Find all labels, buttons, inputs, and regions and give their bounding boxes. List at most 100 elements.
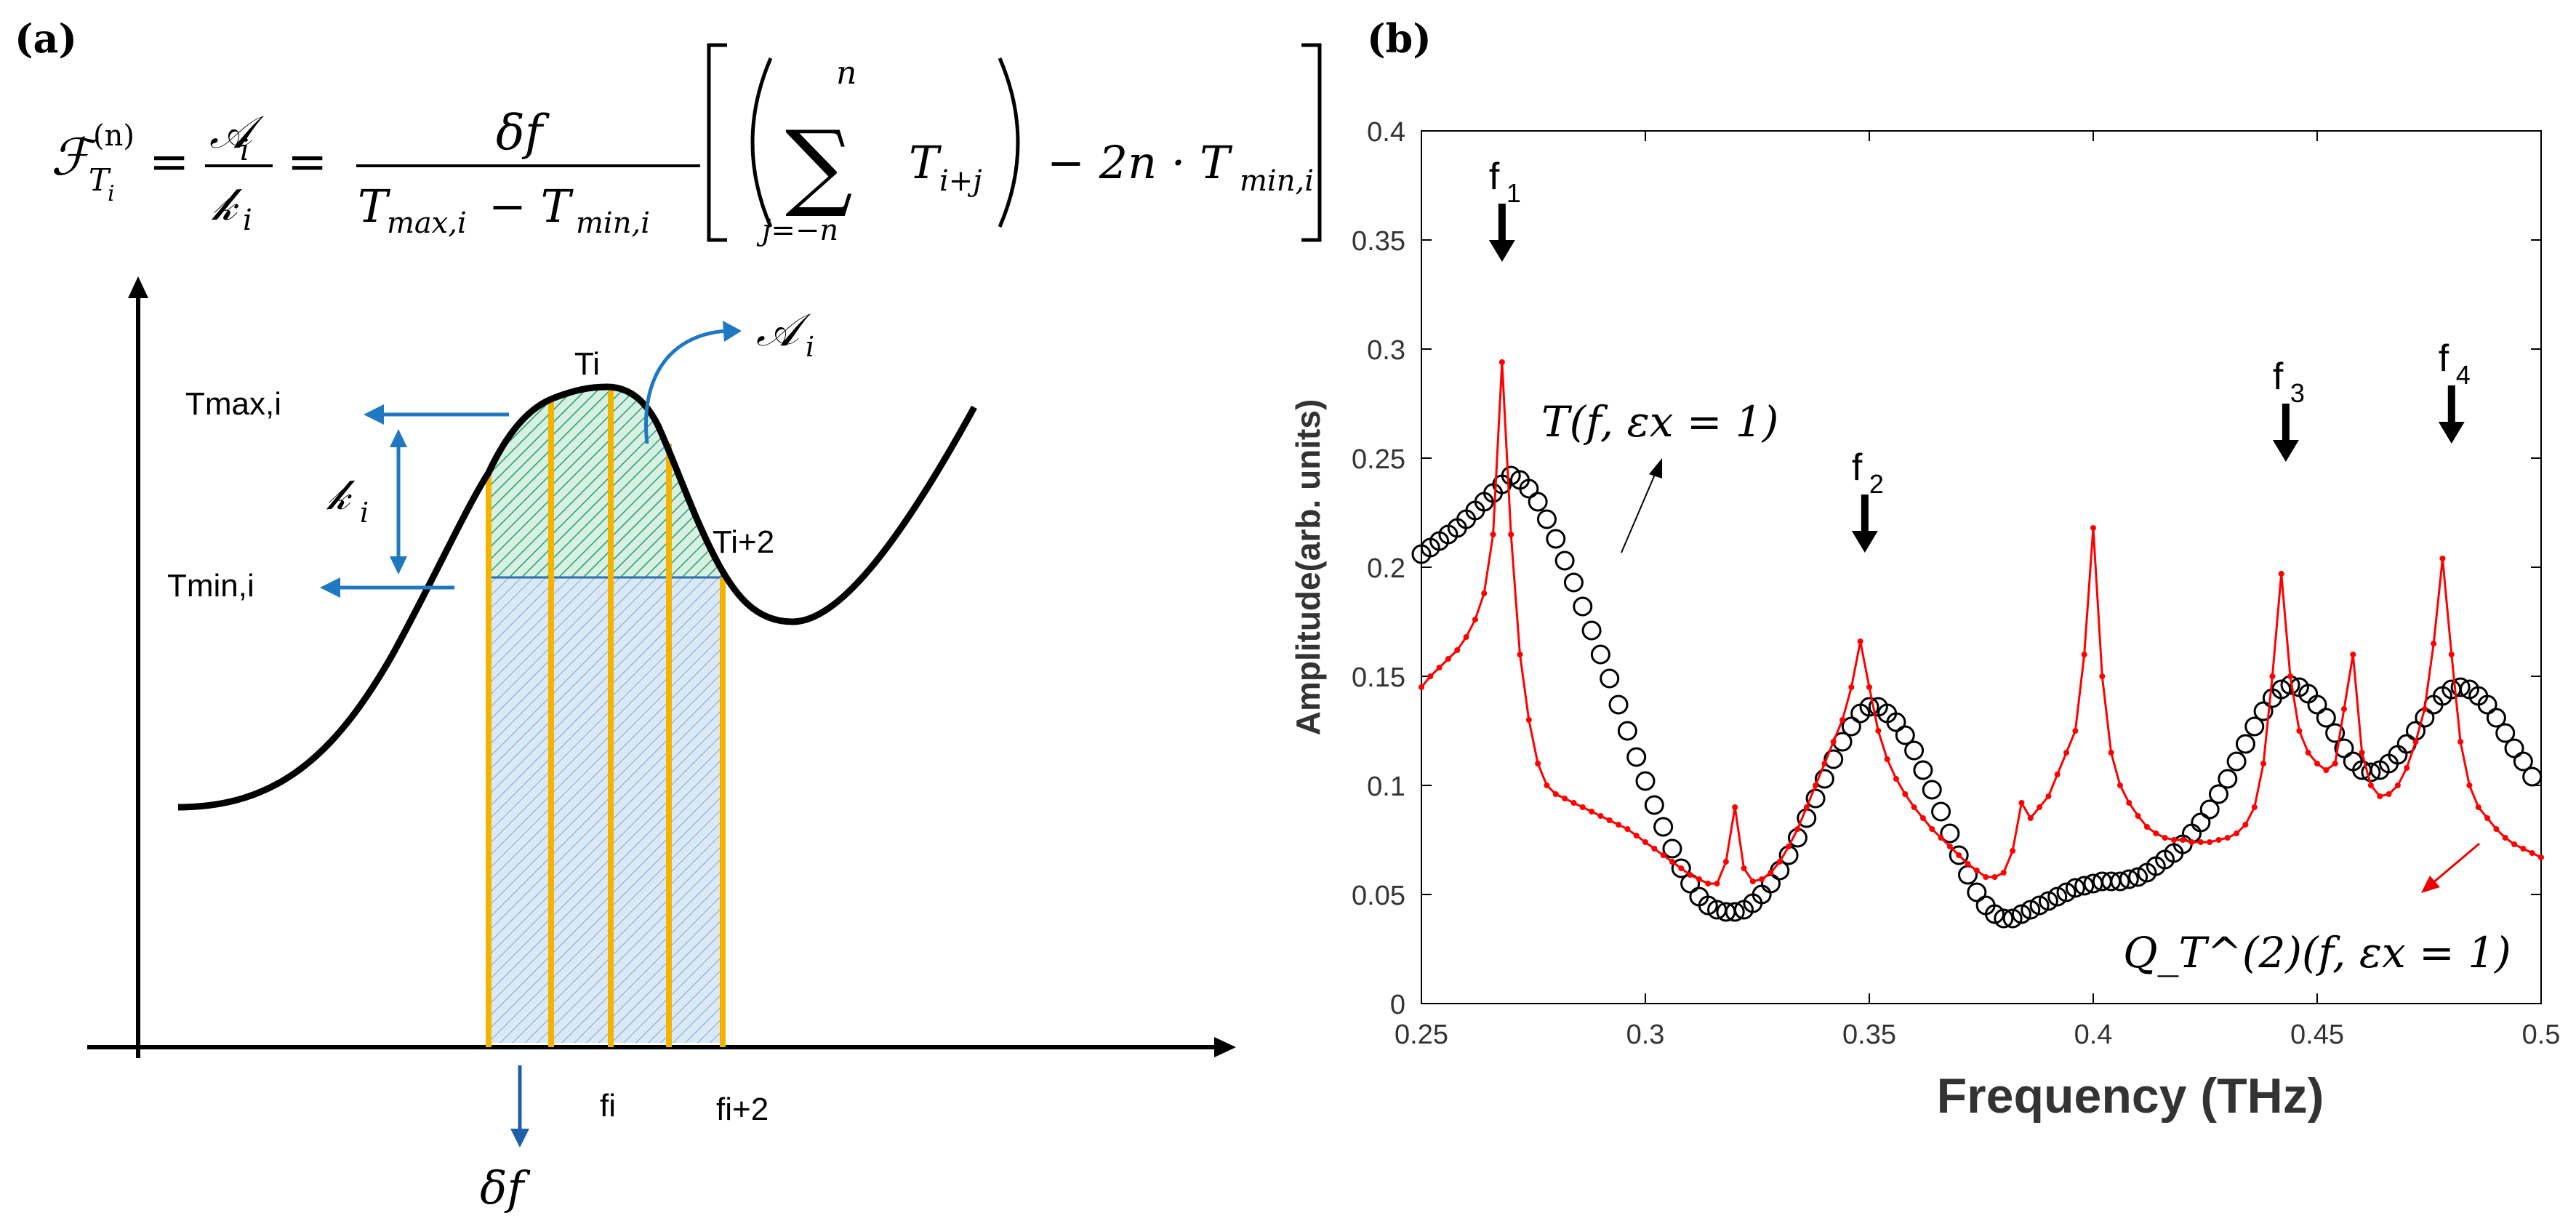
- q-series-point: [2010, 848, 2016, 854]
- q-series-point: [1956, 852, 1962, 858]
- formula: ℱ T i (n) = 𝒜 i 𝓀 i = δf T max,i − T min…: [51, 43, 1322, 247]
- area-below-tmin: [489, 577, 723, 1043]
- t-series-point: [1895, 725, 1915, 745]
- t-series-point: [2218, 769, 2238, 789]
- t-series-point: [2334, 738, 2354, 758]
- q-series-point: [1436, 665, 1443, 670]
- formula-eq1: =: [149, 134, 189, 190]
- t-series-point: [1940, 823, 1960, 844]
- area-above-tmin: [489, 387, 723, 577]
- q-series-point: [1472, 617, 1478, 622]
- q-series-point: [1946, 844, 1953, 849]
- t-series-point: [2011, 904, 2031, 924]
- t-label-pointer: [1621, 471, 1657, 553]
- q-series-point: [2359, 750, 2365, 756]
- q-series-point: [1919, 815, 1926, 821]
- y-tick-label: 0: [1390, 990, 1405, 1020]
- t-series-point: [1922, 780, 1942, 800]
- t-series-point: [1725, 902, 1745, 922]
- label-ti: Ti: [574, 346, 600, 382]
- t-series-point: [1949, 845, 1969, 865]
- t-series-point: [2065, 878, 2085, 898]
- t-series-point: [2361, 762, 2381, 782]
- q-series-point: [2421, 706, 2428, 712]
- q-series-point: [2332, 761, 2338, 766]
- q-series-point: [2000, 870, 2007, 876]
- t-series-point: [1662, 838, 1682, 859]
- q-series-point: [1821, 761, 1828, 766]
- x-tick-label: 0.35: [1842, 1020, 1896, 1050]
- t-series-point: [1581, 620, 1602, 641]
- q-series-point: [1678, 865, 1685, 871]
- marker-arrowhead-f4: [2438, 422, 2465, 444]
- q-label-pointer: [2431, 842, 2480, 885]
- t-series-point: [2074, 876, 2095, 896]
- q-series-point: [2367, 782, 2374, 788]
- t-series-point: [2244, 716, 2265, 737]
- q-series-point: [1929, 826, 1935, 832]
- q-series-point: [2340, 706, 2347, 712]
- q-series-point: [1759, 876, 1765, 882]
- t-series-point: [1904, 740, 1925, 761]
- marker-label-f4: f: [2439, 337, 2449, 380]
- label-df: δf: [480, 1161, 531, 1214]
- x-axis-label: Frequency (THz): [1937, 1068, 2324, 1124]
- q-series-point: [2475, 804, 2481, 810]
- q-series-point: [1660, 852, 1666, 858]
- q-series-point: [1911, 804, 1917, 810]
- t-series-point: [2199, 799, 2220, 820]
- q-series-point: [2305, 750, 2311, 756]
- q-series-point: [1633, 833, 1640, 838]
- x-tick-label: 0.25: [1395, 1020, 1448, 1050]
- q-series-point: [2135, 813, 2141, 819]
- t-series-point: [1653, 817, 1674, 837]
- q-series-point: [1544, 782, 1550, 788]
- t-series-point: [2226, 751, 2247, 772]
- q-series-point: [2466, 782, 2473, 788]
- t-series-point: [1635, 771, 1656, 791]
- q-series-point: [2188, 839, 2195, 845]
- q-series-point: [1498, 359, 1505, 365]
- tmax-arrowhead: [364, 404, 384, 425]
- q-series-point: [1884, 756, 1890, 762]
- q-series-point: [1445, 656, 1451, 662]
- y-tick-label: 0.35: [1352, 226, 1405, 257]
- q-series-point: [2484, 815, 2491, 821]
- q-series-point: [1535, 761, 1541, 766]
- t-series-point: [1617, 721, 1637, 741]
- t-series-point: [1967, 882, 1987, 902]
- q-series-point: [1732, 804, 1738, 810]
- q-series-point: [1508, 532, 1514, 537]
- t-series-point: [1528, 492, 1548, 512]
- t-series-point: [2522, 766, 2543, 787]
- marker-arrowhead-f2: [1851, 531, 1878, 553]
- formula-sum-term: T: [909, 136, 942, 189]
- q-series-point: [2278, 571, 2284, 577]
- t-series-point: [2056, 882, 2077, 902]
- t-series-point: [2316, 708, 2336, 728]
- formula-lhs-sup: (n): [93, 119, 135, 153]
- q-series-point: [1866, 684, 1872, 690]
- label-tmax: Tmax,i: [185, 386, 281, 422]
- marker-arrowhead-f1: [1488, 240, 1515, 262]
- q-series-point: [2386, 791, 2392, 797]
- q-series-point: [2448, 652, 2455, 657]
- q-series-point: [1714, 881, 1720, 886]
- strip-lines: [486, 388, 726, 1047]
- t-series-point: [2191, 812, 2211, 833]
- panel-a: (a) ℱ T i (n) = 𝒜 i 𝓀 i = δf T max,i − T…: [15, 15, 1322, 1214]
- q-series-point: [2162, 835, 2168, 841]
- panel-b-label: (b): [1367, 15, 1432, 62]
- x-ticks: 0.25 0.3 0.35 0.4 0.45 0.5: [1395, 131, 2560, 1050]
- q-series-point: [1454, 647, 1461, 653]
- q-series-point: [2260, 761, 2267, 766]
- q-series-point: [2529, 850, 2535, 856]
- q-series-point: [2215, 837, 2222, 843]
- t-series-point: [1519, 479, 1539, 499]
- marker-sub-f3: 3: [2290, 378, 2305, 408]
- q-series-point: [2170, 837, 2177, 843]
- q-series-point: [2045, 793, 2052, 799]
- t-series-point: [1913, 760, 1933, 780]
- t-series-point: [1590, 644, 1610, 665]
- q-series-point: [1642, 839, 1648, 845]
